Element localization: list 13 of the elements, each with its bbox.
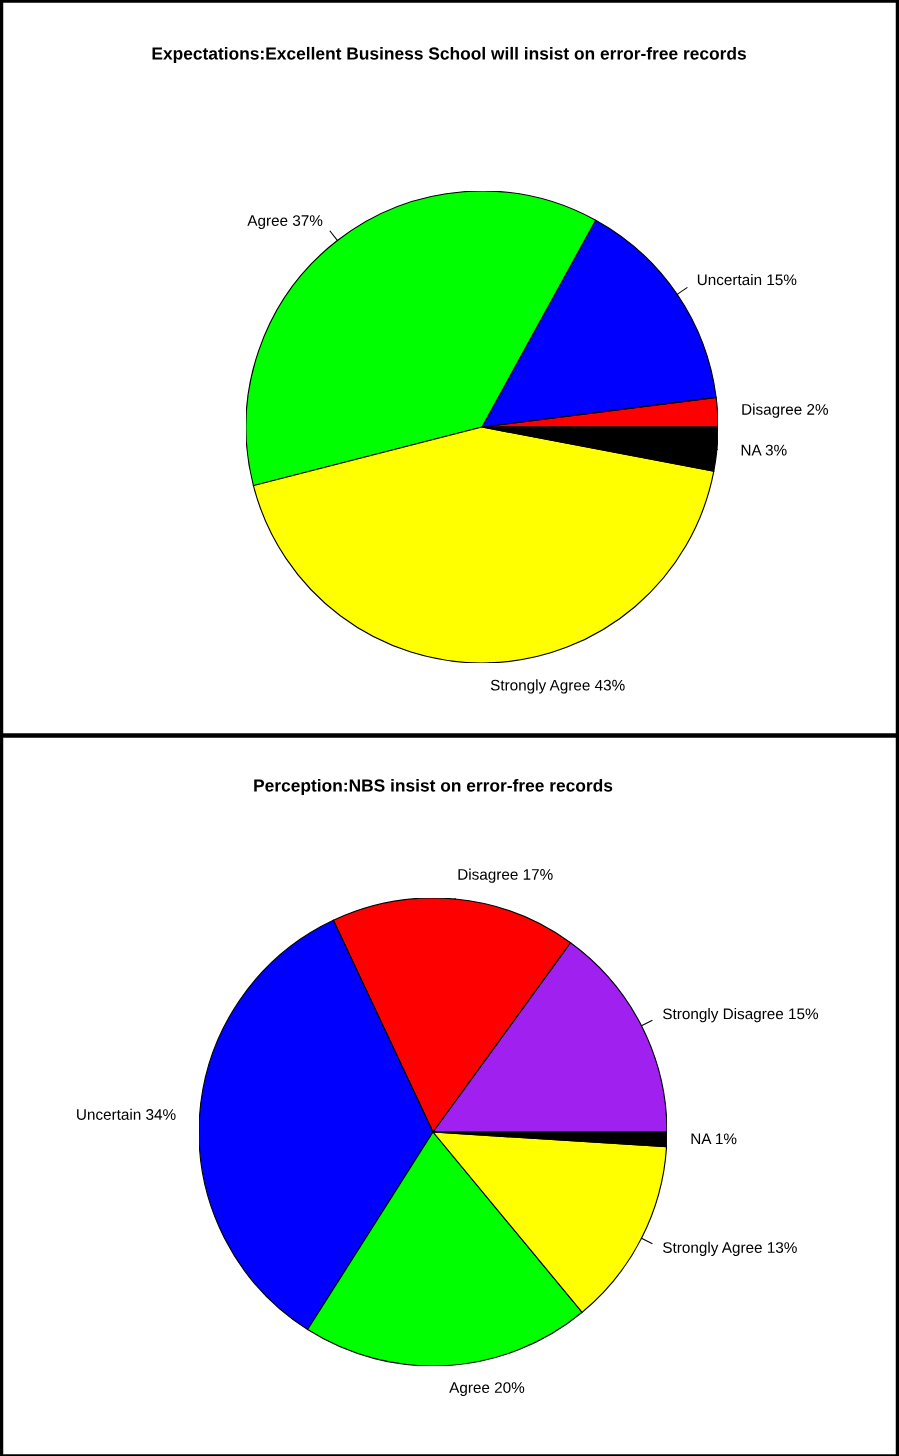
slice-label: Strongly Agree 43% <box>490 679 625 694</box>
slice-label: NA 3% <box>741 444 787 456</box>
slice-label: NA 1% <box>691 1133 737 1145</box>
slice-label: Agree 20% <box>449 1382 525 1397</box>
slice-label: Agree 37% <box>247 215 323 229</box>
slice-label: Uncertain 34% <box>77 1108 176 1120</box>
slice-label: Strongly Disagree 15% <box>663 1008 819 1023</box>
slice-label: Uncertain 15% <box>697 273 797 286</box>
slice-label: Disagree 17% <box>458 868 553 883</box>
chart-title: Expectations:Excellent Business School will insist on error-free records <box>152 46 746 64</box>
slice-label: Strongly Agree 13% <box>663 1241 797 1256</box>
slice-label: Disagree 2% <box>742 403 829 418</box>
chart-title: Perception:NBS insist on error-free records <box>254 778 613 796</box>
